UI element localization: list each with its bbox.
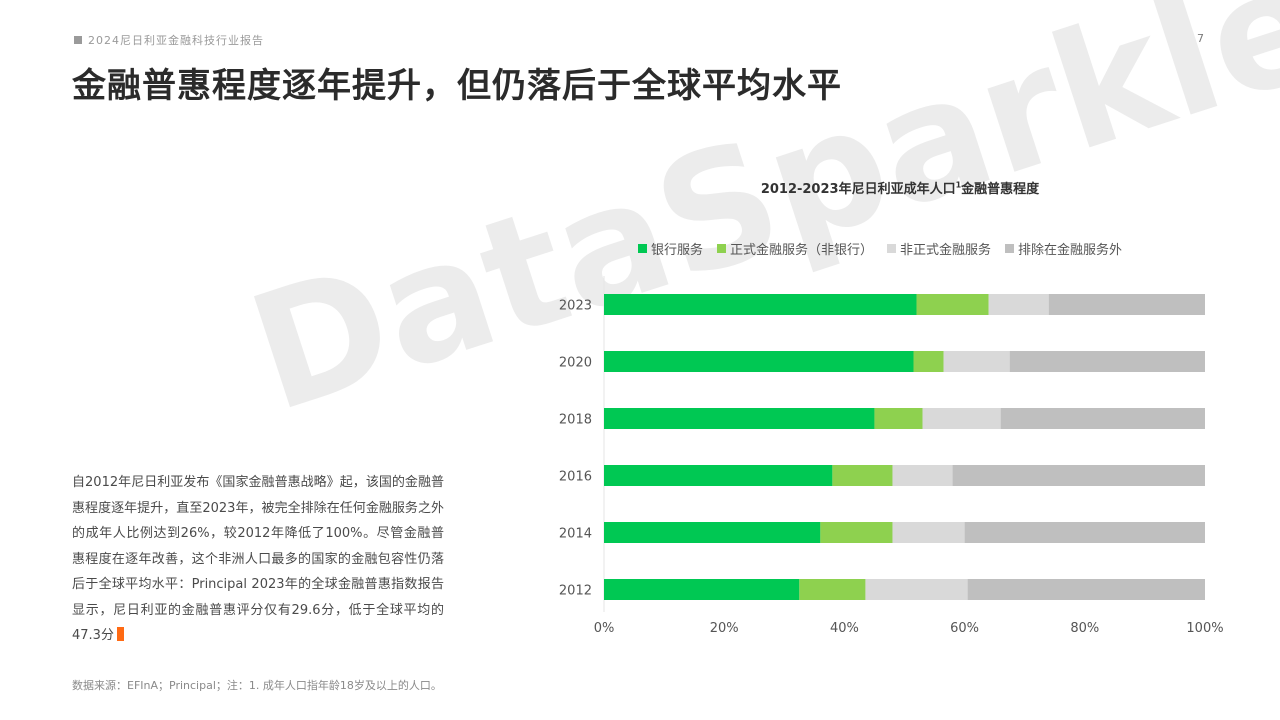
y-tick-label-2016: 2016: [559, 470, 592, 485]
body-paragraph: 自2012年尼日利亚发布《国家金融普惠战略》起，该国的金融普惠程度逐年提升，直至…: [72, 470, 444, 649]
legend-item-formal-nonbank: 正式金融服务（非银行）: [717, 239, 873, 258]
x-tick-label-2: 40%: [830, 621, 859, 636]
legend-item-excluded: 排除在金融服务外: [1005, 239, 1122, 258]
y-tick-label-2020: 2020: [559, 356, 592, 371]
bar-segment-2016-series3: [952, 465, 1205, 486]
bar-segment-2020-series1: [913, 351, 944, 372]
bar-segment-2016-series0: [604, 465, 833, 486]
x-tick-label-5: 100%: [1186, 621, 1223, 636]
chart-title-tail: 金融普惠程度: [961, 182, 1040, 197]
chart-title-footnote: 1: [955, 180, 962, 190]
y-tick-label-2012: 2012: [559, 584, 592, 599]
bar-segment-2018-series0: [604, 408, 875, 429]
y-tick-label-2014: 2014: [559, 527, 592, 542]
bar-segment-2018-series2: [922, 408, 1001, 429]
report-header: 2024尼日利亚金融科技行业报告: [74, 32, 264, 48]
legend-label-excluded: 排除在金融服务外: [1018, 243, 1123, 258]
y-tick-label-2018: 2018: [559, 413, 592, 428]
report-name: 2024尼日利亚金融科技行业报告: [88, 34, 264, 47]
header-square-icon: [74, 36, 82, 44]
x-tick-label-3: 60%: [950, 621, 979, 636]
legend-item-informal: 非正式金融服务: [887, 239, 991, 258]
stacked-bar-chart: 2023 2020 2018 2016 2014 2012 0% 20% 40% 60% 80% 10…: [559, 276, 1224, 636]
source-note: 数据来源：EFInA；Principal；注：1. 成年人口指年龄18岁及以上的…: [72, 679, 442, 692]
bar-segment-2020-series2: [943, 351, 1010, 372]
bar-segment-2014-series0: [604, 522, 821, 543]
bar-segment-2018-series3: [1000, 408, 1205, 429]
bar-segment-2023-series2: [988, 294, 1049, 315]
legend-swatch-formal-nonbank: [717, 244, 727, 253]
bar-segment-2012-series3: [967, 579, 1205, 600]
legend-swatch-banking: [638, 244, 647, 253]
bar-segment-2014-series3: [964, 522, 1205, 543]
legend-label-informal: 非正式金融服务: [900, 243, 992, 258]
bar-segment-2012-series2: [865, 579, 968, 600]
y-tick-label-2023: 2023: [559, 299, 592, 314]
bar-segment-2014-series2: [892, 522, 965, 543]
legend-label-banking: 银行服务: [651, 243, 704, 258]
bar-segment-2023-series0: [604, 294, 917, 315]
bar-segment-2020-series3: [1009, 351, 1205, 372]
x-tick-label-0: 0%: [594, 621, 615, 636]
legend-swatch-informal: [887, 244, 897, 253]
page-number: 7: [1197, 32, 1204, 45]
chart-title-main: 2012-2023年尼日利亚成年人口: [760, 182, 956, 197]
legend-swatch-excluded: [1005, 244, 1015, 253]
bar-segment-2020-series0: [604, 351, 914, 372]
x-tick-label-4: 80%: [1070, 621, 1099, 636]
page-title: 金融普惠程度逐年提升，但仍落后于全球平均水平: [72, 66, 842, 106]
bar-segment-2012-series0: [604, 579, 800, 600]
bar-segment-2023-series3: [1048, 294, 1205, 315]
bar-segment-2016-series2: [892, 465, 953, 486]
legend-item-banking: 银行服务: [638, 239, 703, 258]
bar-segment-2018-series1: [874, 408, 923, 429]
chart-title: 2012-2023年尼日利亚成年人口1金融普惠程度: [600, 178, 1200, 197]
x-tick-label-1: 20%: [710, 621, 739, 636]
bar-segment-2014-series1: [820, 522, 893, 543]
bar-segment-2023-series1: [916, 294, 989, 315]
bar-segment-2016-series1: [832, 465, 893, 486]
chart-legend: 银行服务 正式金融服务（非银行） 非正式金融服务 排除在金融服务外: [638, 239, 1136, 258]
accent-mark-icon: [116, 627, 124, 641]
bar-segment-2012-series1: [799, 579, 866, 600]
body-text: 自2012年尼日利亚发布《国家金融普惠战略》起，该国的金融普惠程度逐年提升，直至…: [72, 475, 444, 643]
legend-label-formal-nonbank: 正式金融服务（非银行）: [730, 243, 874, 258]
